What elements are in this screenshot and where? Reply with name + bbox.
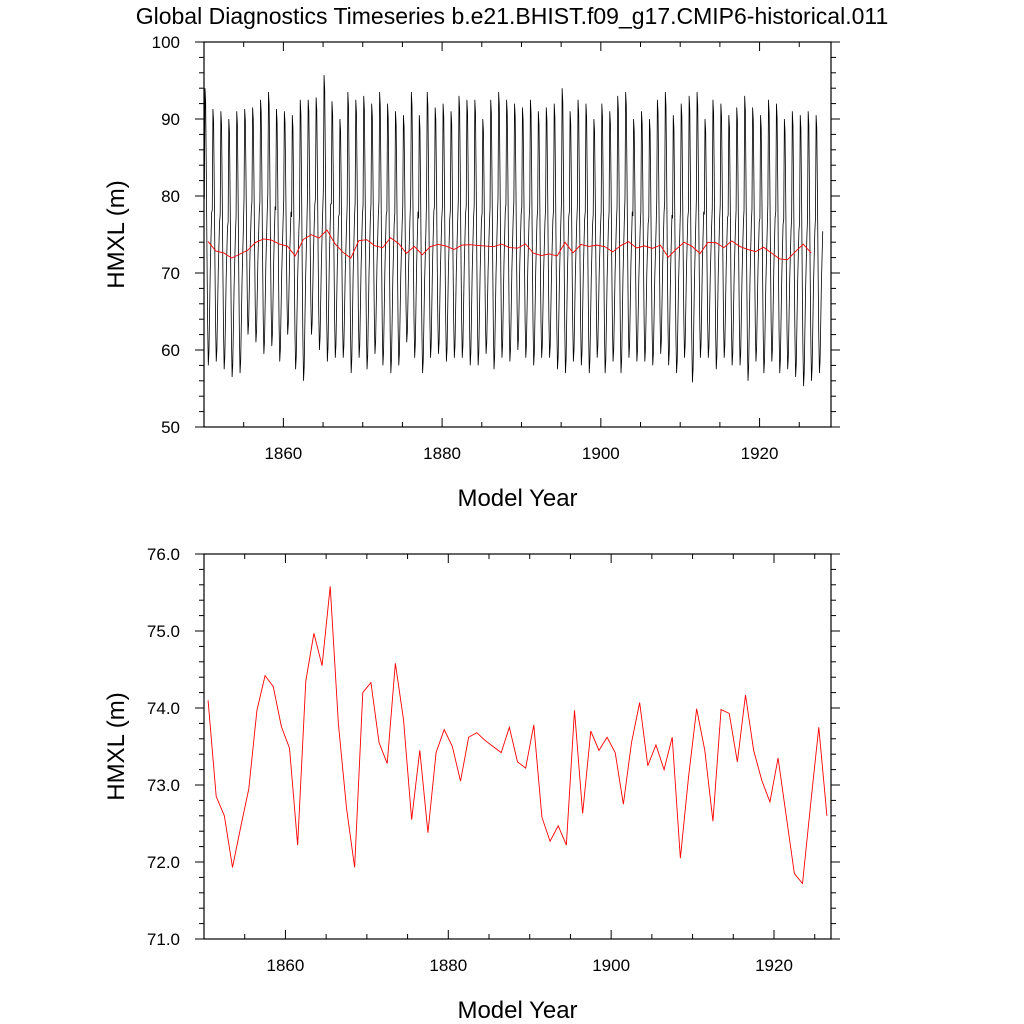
plot-area: [207, 586, 828, 885]
x-tick-label: 1860: [267, 956, 305, 975]
y-tick-label: 73.0: [147, 776, 180, 795]
y-tick-label: 90: [161, 110, 180, 129]
data-lines: [207, 586, 828, 885]
annual-mean-series-line: [207, 586, 828, 885]
y-axis-label: HMXL (m): [103, 692, 130, 800]
y-tick-label: 70: [161, 264, 180, 283]
data-lines: [203, 75, 824, 387]
figure-title: Global Diagnostics Timeseries b.e21.BHIS…: [136, 3, 889, 29]
x-tick-label: 1920: [755, 956, 793, 975]
y-tick-label: 50: [161, 418, 180, 437]
axis-ticks: [195, 41, 840, 428]
y-tick-label: 72.0: [147, 853, 180, 872]
y-tick-label: 76.0: [147, 545, 180, 564]
y-tick-label: 71.0: [147, 930, 180, 949]
y-tick-label: 74.0: [147, 699, 180, 718]
x-tick-label: 1920: [741, 444, 779, 463]
y-tick-label: 80: [161, 187, 180, 206]
plot-frame: [203, 41, 832, 428]
x-tick-label: 1880: [423, 444, 461, 463]
plot-area: [203, 75, 824, 387]
y-tick-label: 60: [161, 341, 180, 360]
bottom-panel: 1860 1880 1900 1920 71.0 72.0 73.0 74.0 75.0 76.0…: [103, 545, 840, 1024]
x-tick-label: 1860: [264, 444, 302, 463]
x-axis-label: Model Year: [457, 485, 577, 512]
annual-mean-series-line: [207, 229, 812, 261]
y-tick-label: 100: [152, 33, 180, 52]
x-tick-label: 1880: [429, 956, 467, 975]
y-axis-label: HMXL (m): [103, 180, 130, 288]
axis-ticks: [195, 553, 840, 940]
x-tick-label: 1900: [592, 956, 630, 975]
x-tick-label: 1900: [582, 444, 620, 463]
monthly-series-line: [203, 75, 824, 387]
x-axis-label: Model Year: [457, 997, 577, 1024]
plot-frame: [203, 553, 832, 940]
y-tick-label: 75.0: [147, 622, 180, 641]
top-panel: 1860 1880 1900 1920 50 60 70 80 90 100 Model Year H…: [103, 33, 840, 512]
